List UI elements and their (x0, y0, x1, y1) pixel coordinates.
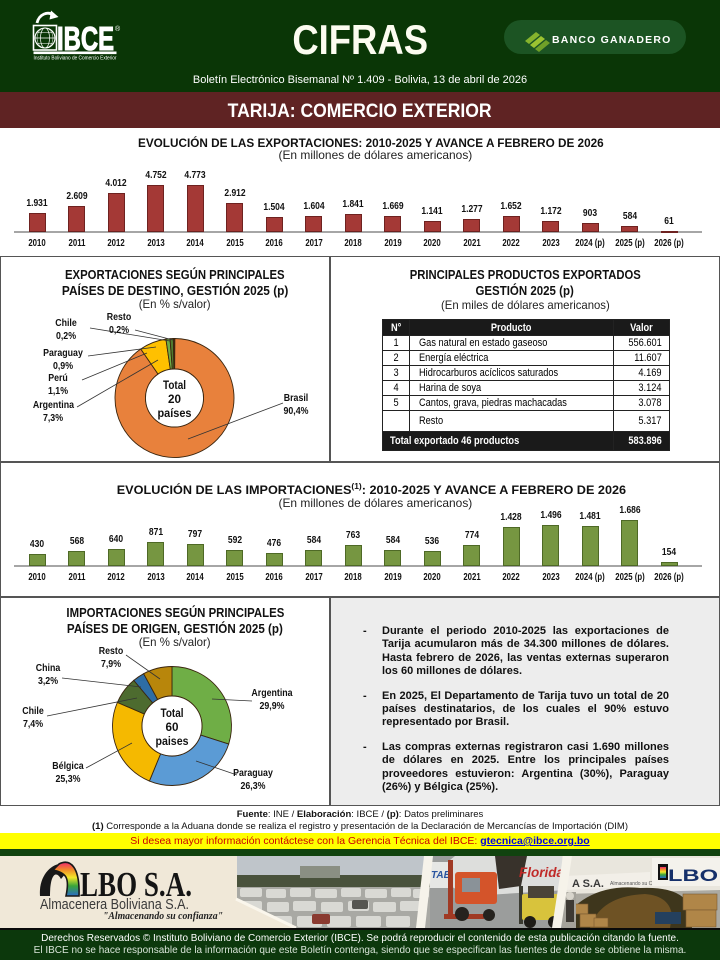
svg-text:Almacenera Boliviana S.A.: Almacenera Boliviana S.A. (40, 896, 189, 913)
svg-text:20: 20 (168, 394, 181, 406)
svg-text:IBCE: IBCE (57, 20, 114, 57)
svg-text:Florida: Florida (519, 864, 564, 880)
svg-text:paises: paises (156, 736, 189, 748)
svg-text:TAB: TAB (431, 870, 451, 881)
svg-text:Instituto Boliviano de Comerci: Instituto Boliviano de Comercio Exterior (34, 56, 117, 62)
svg-text:A S.A.: A S.A. (572, 878, 604, 890)
svg-text:LBO: LBO (668, 866, 718, 885)
svg-text:®: ® (115, 25, 121, 33)
svg-text:Almacenando su Confianza: Almacenando su Confianza (610, 881, 671, 887)
svg-text:60: 60 (166, 722, 179, 734)
svg-text:Total: Total (161, 708, 184, 720)
svg-text:países: países (158, 408, 192, 420)
svg-text:Total: Total (163, 380, 186, 392)
svg-text:"Almacenando su confianza": "Almacenando su confianza" (103, 911, 223, 922)
svg-text:LBO S.A.: LBO S.A. (80, 865, 192, 904)
